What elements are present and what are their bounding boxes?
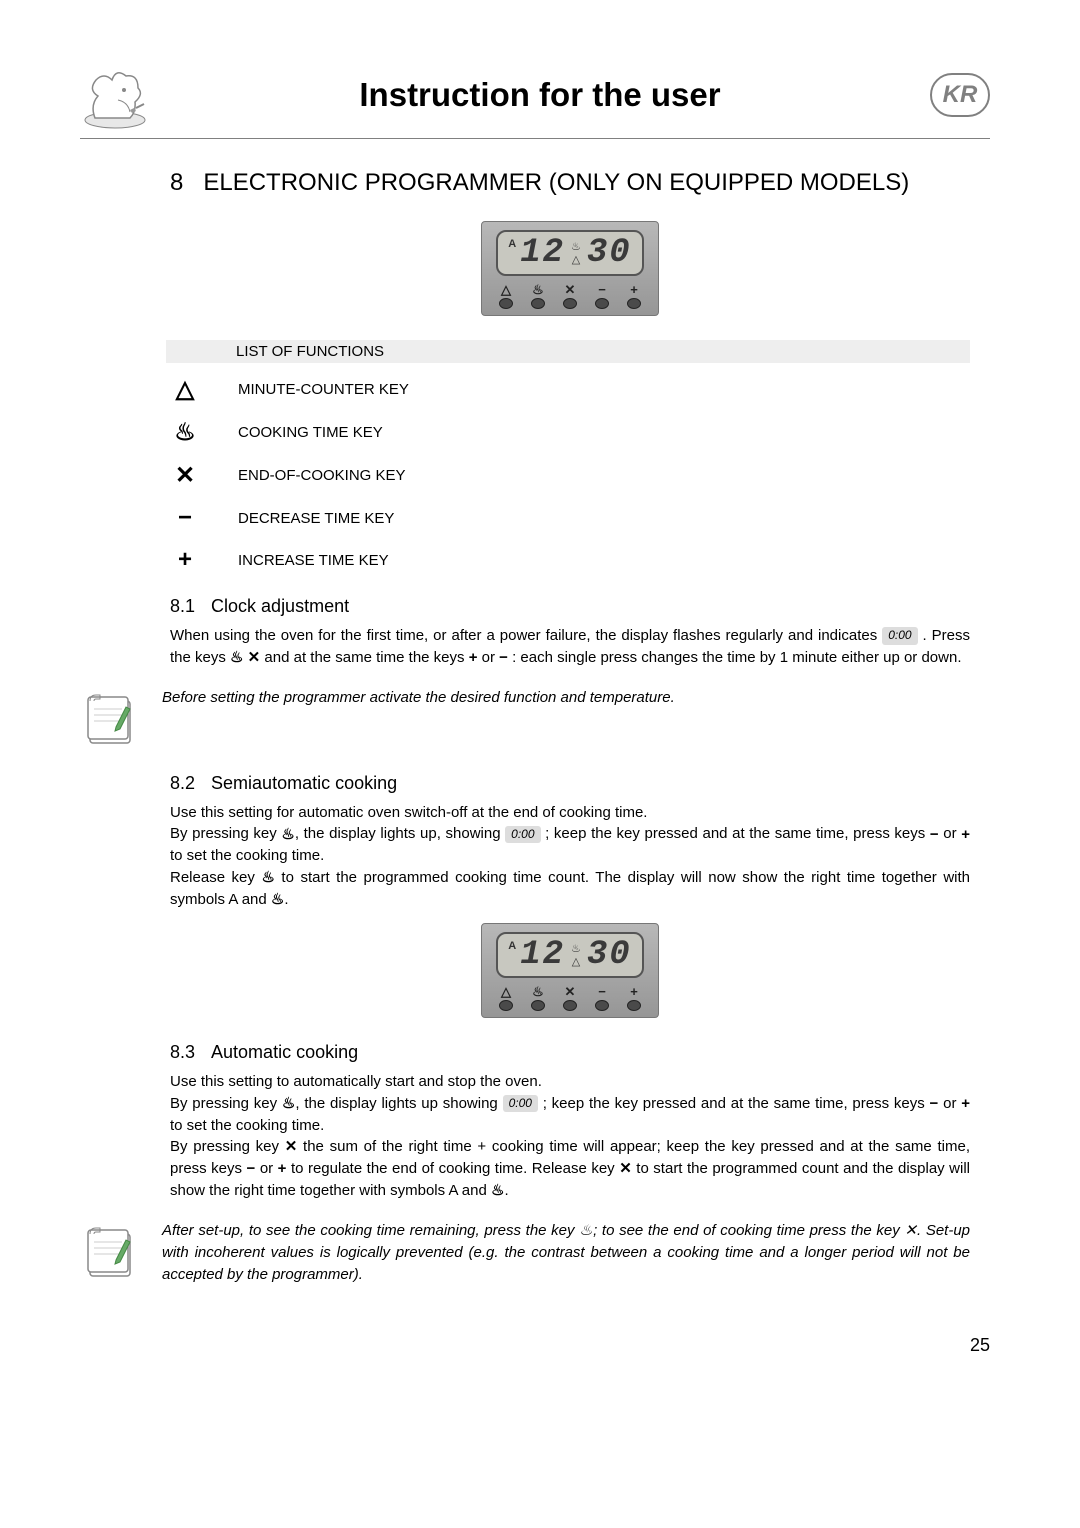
lcd-pot-icon: ♨△ bbox=[571, 240, 581, 266]
subsection-title: Semiautomatic cooking bbox=[211, 773, 397, 794]
knob-plus: + bbox=[627, 282, 641, 309]
s83-p1: Use this setting to automatically start … bbox=[170, 1071, 970, 1093]
page-header: Instruction for the user KR bbox=[80, 60, 990, 130]
subsection-8-1-heading: 8.1 Clock adjustment bbox=[170, 596, 970, 617]
lcd-hours: 12 bbox=[520, 938, 565, 972]
note-row-1: Before setting the programmer activate t… bbox=[78, 687, 970, 751]
pot-icon: ♨ bbox=[281, 824, 294, 846]
pot-cross-icon: ✕ bbox=[619, 1158, 632, 1180]
knob-end: ✕ bbox=[563, 984, 577, 1011]
s81-paragraph: When using the oven for the first time, … bbox=[170, 625, 970, 669]
knob-minus: − bbox=[595, 984, 609, 1011]
display-panel: A 12 ♨△ 30 △ ♨ ✕ − + bbox=[481, 923, 658, 1018]
pot-cross-icon: ✕ bbox=[170, 461, 200, 490]
knob-minute: △ bbox=[499, 984, 513, 1011]
func-cooking-time: ♨ COOKING TIME KEY bbox=[170, 418, 970, 447]
subsection-8-2-heading: 8.2 Semiautomatic cooking bbox=[170, 773, 970, 794]
display-chip-icon: 0:00 bbox=[882, 627, 917, 644]
func-minute-counter: △ MINUTE-COUNTER KEY bbox=[170, 375, 970, 404]
knob-row: △ ♨ ✕ − + bbox=[496, 282, 643, 309]
lcd-a-indicator: A bbox=[508, 238, 516, 250]
minus-icon: − bbox=[930, 824, 939, 846]
knob-plus: + bbox=[627, 984, 641, 1011]
programmer-display-2: A 12 ♨△ 30 △ ♨ ✕ − + bbox=[170, 923, 970, 1018]
subsection-title: Clock adjustment bbox=[211, 596, 349, 617]
s82-p3: Release key ♨ to start the programmed co… bbox=[170, 867, 970, 911]
page-number: 25 bbox=[80, 1335, 990, 1356]
pot-cross-icon: ✕ bbox=[285, 1136, 298, 1158]
pot-cross-icon: ✕ bbox=[904, 1222, 917, 1239]
lcd-hours: 12 bbox=[520, 236, 565, 270]
note-2-text: After set-up, to see the cooking time re… bbox=[162, 1220, 970, 1285]
lcd-minutes: 30 bbox=[587, 938, 632, 972]
function-list-header: LIST OF FUNCTIONS bbox=[166, 340, 970, 363]
lcd-screen: A 12 ♨△ 30 bbox=[496, 230, 643, 276]
lcd-minutes: 30 bbox=[587, 236, 632, 270]
knob-cooking: ♨ bbox=[531, 984, 545, 1011]
knob-row: △ ♨ ✕ − + bbox=[496, 984, 643, 1011]
s83-p3: By pressing key ✕ the sum of the right t… bbox=[170, 1136, 970, 1202]
page-title: Instruction for the user bbox=[150, 76, 930, 114]
func-increase: + INCREASE TIME KEY bbox=[170, 546, 970, 574]
bell-icon: △ bbox=[170, 375, 200, 404]
s82-p1: Use this setting for automatic oven swit… bbox=[170, 802, 970, 824]
display-panel: A 12 ♨△ 30 △ ♨ ✕ − + bbox=[481, 221, 658, 316]
notepad-icon bbox=[78, 1220, 142, 1284]
subsection-title: Automatic cooking bbox=[211, 1042, 358, 1063]
func-end-cooking: ✕ END-OF-COOKING KEY bbox=[170, 461, 970, 490]
pot-cross-icon: ✕ bbox=[248, 647, 261, 669]
pot-icon: ♨ bbox=[261, 867, 274, 889]
knob-cooking: ♨ bbox=[531, 282, 545, 309]
pot-icon: ♨ bbox=[271, 889, 284, 911]
chef-hat-icon bbox=[80, 60, 150, 130]
section-title: ELECTRONIC PROGRAMMER (ONLY ON EQUIPPED … bbox=[203, 169, 909, 197]
pot-icon: ♨ bbox=[230, 647, 243, 669]
plus-icon: + bbox=[961, 824, 970, 846]
note-1-text: Before setting the programmer activate t… bbox=[162, 687, 675, 709]
knob-minus: − bbox=[595, 282, 609, 309]
knob-end: ✕ bbox=[563, 282, 577, 309]
subsection-number: 8.2 bbox=[170, 773, 195, 794]
programmer-display-1: A 12 ♨△ 30 △ ♨ ✕ − + bbox=[170, 221, 970, 316]
minus-icon: − bbox=[499, 647, 508, 669]
note-row-2: After set-up, to see the cooking time re… bbox=[78, 1220, 970, 1285]
display-chip-icon: 0:00 bbox=[505, 826, 540, 843]
notepad-icon bbox=[78, 687, 142, 751]
minus-icon: − bbox=[247, 1158, 256, 1180]
content-area: 8 ELECTRONIC PROGRAMMER (ONLY ON EQUIPPE… bbox=[80, 169, 990, 1285]
plus-icon: + bbox=[961, 1093, 970, 1115]
lcd-pot-icon: ♨△ bbox=[571, 942, 581, 968]
func-decrease: − DECREASE TIME KEY bbox=[170, 504, 970, 532]
lcd-a-indicator: A bbox=[508, 940, 516, 952]
pot-icon: ♨ bbox=[491, 1180, 504, 1202]
subsection-number: 8.3 bbox=[170, 1042, 195, 1063]
section-number: 8 bbox=[170, 169, 183, 197]
s83-p2: By pressing key ♨, the display lights up… bbox=[170, 1093, 970, 1137]
pot-icon: ♨ bbox=[579, 1222, 593, 1239]
header-divider bbox=[80, 138, 990, 139]
pot-icon: ♨ bbox=[282, 1093, 295, 1115]
section-heading: 8 ELECTRONIC PROGRAMMER (ONLY ON EQUIPPE… bbox=[170, 169, 970, 197]
display-chip-icon: 0:00 bbox=[503, 1095, 538, 1112]
minus-icon: − bbox=[170, 504, 200, 532]
subsection-number: 8.1 bbox=[170, 596, 195, 617]
pot-icon: ♨ bbox=[170, 418, 200, 447]
s82-p2: By pressing key ♨, the display lights up… bbox=[170, 823, 970, 867]
minus-icon: − bbox=[930, 1093, 939, 1115]
subsection-8-3-heading: 8.3 Automatic cooking bbox=[170, 1042, 970, 1063]
kr-badge: KR bbox=[930, 73, 990, 117]
plus-icon: + bbox=[170, 546, 200, 574]
lcd-screen: A 12 ♨△ 30 bbox=[496, 932, 643, 978]
knob-minute: △ bbox=[499, 282, 513, 309]
